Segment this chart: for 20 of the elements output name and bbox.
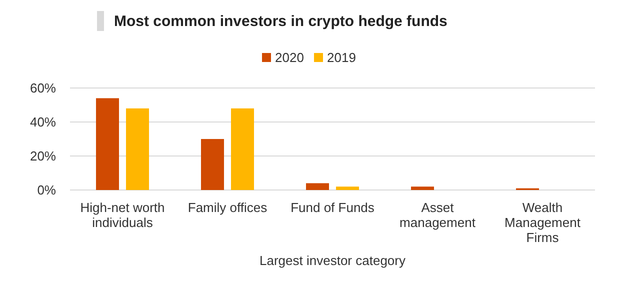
chart-title: Most common investors in crypto hedge funds [114,13,448,30]
bar [411,186,434,190]
x-tick-label: Wealth Management Firms [504,200,581,245]
legend-label: 2019 [327,50,356,65]
x-tick-label: High-net worth individuals [80,200,165,230]
x-tick-label: Asset management [400,200,476,230]
bar [126,108,149,190]
x-tick-label: Family offices [188,200,268,215]
bar [96,98,119,190]
bar [336,186,359,190]
x-tick-label: Fund of Funds [290,200,375,215]
x-axis-title: Largest investor category [260,253,406,268]
bar [231,108,254,190]
y-tick-label: 0% [37,182,56,198]
bar [201,139,224,190]
legend-label: 2020 [275,50,304,65]
y-tick-label: 40% [30,114,56,130]
y-tick-label: 20% [30,148,56,164]
y-tick-label: 60% [30,80,56,96]
bar [306,183,329,190]
